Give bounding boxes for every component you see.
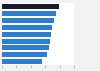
Bar — [2, 45, 49, 50]
Bar — [2, 59, 42, 64]
Bar — [2, 11, 56, 16]
Bar — [2, 4, 59, 9]
Bar — [2, 39, 50, 44]
Bar — [2, 25, 52, 30]
Bar — [2, 32, 51, 37]
Bar — [2, 52, 47, 57]
Bar — [2, 18, 54, 23]
